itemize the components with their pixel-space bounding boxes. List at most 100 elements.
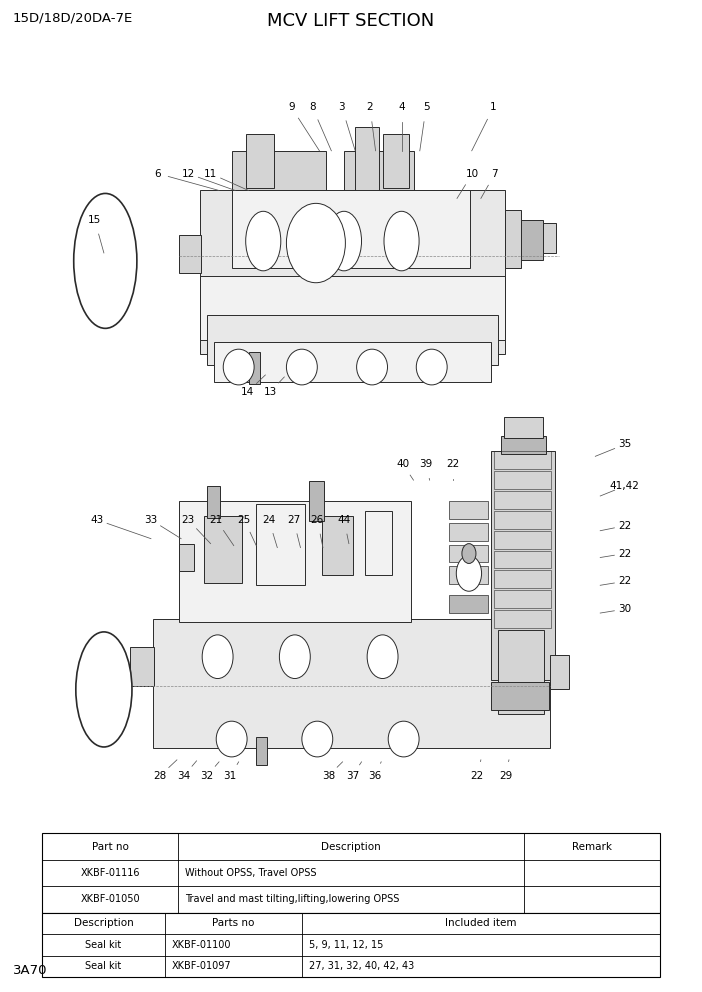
Bar <box>214 342 491 382</box>
Text: 21: 21 <box>210 515 223 525</box>
Ellipse shape <box>74 193 137 328</box>
Bar <box>449 501 488 519</box>
Text: 9: 9 <box>288 102 295 112</box>
Text: 8: 8 <box>309 102 316 112</box>
Bar <box>200 190 505 354</box>
Text: XKBF-01097: XKBF-01097 <box>172 961 232 971</box>
Text: 4: 4 <box>399 102 406 112</box>
Text: 22: 22 <box>618 521 631 531</box>
Text: 6: 6 <box>154 169 161 179</box>
Text: 27: 27 <box>287 515 300 525</box>
Circle shape <box>462 544 476 563</box>
Bar <box>355 127 379 191</box>
Bar <box>246 134 274 188</box>
Bar <box>494 451 551 469</box>
Text: 14: 14 <box>241 387 254 397</box>
Bar <box>505 210 521 268</box>
Bar <box>42 833 660 913</box>
Text: Without OPSS, Travel OPSS: Without OPSS, Travel OPSS <box>185 868 317 878</box>
Bar <box>365 511 392 575</box>
Bar <box>256 737 267 765</box>
Ellipse shape <box>76 632 132 747</box>
Bar <box>204 516 242 583</box>
Text: MCV LIFT SECTION: MCV LIFT SECTION <box>267 12 435 30</box>
Bar <box>449 566 488 584</box>
Text: 11: 11 <box>204 169 217 179</box>
Text: Parts no: Parts no <box>212 919 255 929</box>
Bar <box>494 491 551 509</box>
Bar <box>200 276 505 340</box>
Bar <box>449 595 488 613</box>
Bar <box>232 190 470 268</box>
Text: Travel and mast tilting,lifting,lowering OPSS: Travel and mast tilting,lifting,lowering… <box>185 895 399 905</box>
Text: 5: 5 <box>423 102 430 112</box>
Bar <box>494 511 551 529</box>
Text: Description: Description <box>74 919 133 929</box>
Text: XKBF-01116: XKBF-01116 <box>80 868 140 878</box>
Text: 22: 22 <box>446 459 459 469</box>
Bar <box>322 516 353 575</box>
Ellipse shape <box>246 211 281 271</box>
Bar <box>494 551 551 568</box>
Ellipse shape <box>279 635 310 679</box>
Text: 34: 34 <box>178 771 190 781</box>
Bar <box>504 417 543 438</box>
Text: 35: 35 <box>618 439 631 449</box>
Bar <box>249 352 260 384</box>
Bar <box>494 531 551 549</box>
Bar <box>494 610 551 628</box>
Bar <box>207 315 498 365</box>
Bar <box>494 590 551 608</box>
Bar <box>256 504 305 585</box>
Bar <box>207 486 220 518</box>
Text: Part no: Part no <box>92 841 128 851</box>
Text: 22: 22 <box>618 549 631 558</box>
Text: 3: 3 <box>338 102 345 112</box>
Text: 25: 25 <box>238 515 251 525</box>
Text: 38: 38 <box>322 771 335 781</box>
Text: 3A70: 3A70 <box>13 964 47 977</box>
Text: 36: 36 <box>369 771 381 781</box>
Text: 43: 43 <box>91 515 103 525</box>
Ellipse shape <box>216 721 247 757</box>
Bar <box>494 471 551 489</box>
Bar <box>309 481 324 521</box>
Text: 26: 26 <box>311 515 324 525</box>
Text: Remark: Remark <box>572 841 612 851</box>
Text: 2: 2 <box>366 102 373 112</box>
Circle shape <box>456 556 482 591</box>
Ellipse shape <box>384 211 419 271</box>
Bar <box>179 235 201 273</box>
Text: 22: 22 <box>471 771 484 781</box>
Text: XKBF-01100: XKBF-01100 <box>172 939 232 950</box>
Text: 32: 32 <box>201 771 213 781</box>
Ellipse shape <box>286 349 317 385</box>
Text: 41,42: 41,42 <box>610 481 640 491</box>
Bar <box>521 220 543 260</box>
Bar <box>179 501 411 622</box>
Text: 10: 10 <box>466 169 479 179</box>
Bar <box>153 619 550 748</box>
Ellipse shape <box>223 349 254 385</box>
Text: 23: 23 <box>182 515 194 525</box>
Text: 15: 15 <box>88 215 101 225</box>
Bar <box>179 544 194 571</box>
Ellipse shape <box>357 349 388 385</box>
Text: XKBF-01050: XKBF-01050 <box>80 895 140 905</box>
Ellipse shape <box>286 203 345 283</box>
Bar <box>449 545 488 562</box>
Bar <box>491 682 549 710</box>
Text: 30: 30 <box>618 604 631 614</box>
Text: Seal kit: Seal kit <box>86 961 121 971</box>
Bar <box>344 151 414 190</box>
Bar <box>232 151 326 190</box>
Text: Description: Description <box>321 841 381 851</box>
Text: 1: 1 <box>490 102 497 112</box>
Text: 28: 28 <box>154 771 166 781</box>
Bar <box>543 223 556 253</box>
Text: 29: 29 <box>499 771 512 781</box>
Text: 13: 13 <box>264 387 277 397</box>
Text: 33: 33 <box>145 515 157 525</box>
Bar <box>449 523 488 541</box>
Bar <box>501 436 546 454</box>
